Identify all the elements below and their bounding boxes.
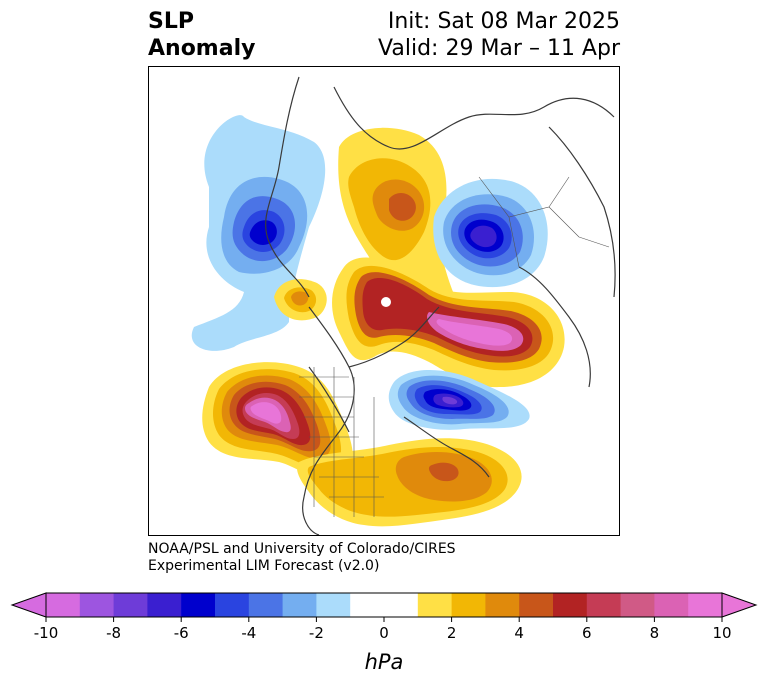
positive-anomaly-arctic bbox=[332, 257, 565, 388]
north-pole-marker bbox=[381, 297, 391, 307]
variable-title: SLP Anomaly bbox=[148, 8, 255, 62]
credit-line1: NOAA/PSL and University of Colorado/CIRE… bbox=[148, 541, 456, 557]
negative-anomaly-atlantic bbox=[388, 369, 530, 430]
colorbar-swatch bbox=[451, 593, 486, 617]
colorbar-tick-label: -2 bbox=[309, 624, 324, 642]
colorbar-swatch bbox=[46, 593, 81, 617]
colorbar-swatch bbox=[553, 593, 588, 617]
colorbar-tick-label: 8 bbox=[650, 624, 660, 642]
colorbar-swatch bbox=[688, 593, 723, 617]
credit-line2: Experimental LIM Forecast (v2.0) bbox=[148, 558, 380, 574]
valid-range: Valid: 29 Mar – 11 Apr bbox=[378, 36, 620, 61]
colorbar-unit: hPa bbox=[364, 650, 404, 674]
colorbar-swatch bbox=[350, 593, 385, 617]
colorbar-tick-label: 2 bbox=[447, 624, 457, 642]
credit-text: NOAA/PSL and University of Colorado/CIRE… bbox=[148, 541, 456, 575]
coastlines bbox=[265, 76, 616, 535]
colorbar: -10 -8 -6 -4 -2 0 2 4 6 8 10 bbox=[10, 592, 758, 642]
colorbar-swatch bbox=[620, 593, 655, 617]
variable-title-line2: Anomaly bbox=[148, 36, 256, 61]
colorbar-swatch bbox=[417, 593, 453, 617]
political-borders bbox=[299, 176, 610, 517]
colorbar-swatch bbox=[586, 593, 622, 617]
negative-anomaly-eurasia bbox=[433, 178, 548, 288]
colorbar-extend-high bbox=[721, 592, 758, 618]
colorbar-swatch bbox=[654, 593, 689, 617]
positive-anomaly-atlantic-south bbox=[297, 438, 522, 527]
positive-anomaly-westcanada bbox=[202, 362, 353, 480]
colorbar-tick-label: -4 bbox=[241, 624, 256, 642]
colorbar-swatch bbox=[519, 593, 554, 617]
colorbar-tick-label: 4 bbox=[514, 624, 524, 642]
colorbar-swatch bbox=[147, 593, 182, 617]
positive-anomaly-aleutian bbox=[274, 279, 327, 321]
colorbar-swatch bbox=[316, 593, 351, 617]
colorbar-swatch bbox=[215, 593, 250, 617]
colorbar-swatch bbox=[181, 593, 216, 617]
positive-anomaly-siberia bbox=[338, 127, 462, 331]
anomaly-map bbox=[191, 76, 616, 535]
colorbar-swatch bbox=[248, 593, 284, 617]
colorbar-tick-label: -10 bbox=[34, 624, 59, 642]
colorbar-swatch bbox=[485, 593, 520, 617]
colorbar-tick-label: -6 bbox=[174, 624, 189, 642]
colorbar-extend-low bbox=[10, 592, 47, 618]
forecast-dates: Init: Sat 08 Mar 2025 Valid: 29 Mar – 11… bbox=[378, 8, 620, 62]
colorbar-swatch bbox=[282, 593, 317, 617]
colorbar-swatch bbox=[113, 593, 148, 617]
colorbar-tick-label: 10 bbox=[712, 624, 731, 642]
init-date: Init: Sat 08 Mar 2025 bbox=[387, 9, 620, 34]
colorbar-tick-label: 6 bbox=[582, 624, 592, 642]
colorbar-swatch bbox=[79, 593, 115, 617]
colorbar-swatch bbox=[384, 593, 419, 617]
variable-title-line1: SLP bbox=[148, 9, 194, 34]
map-panel bbox=[148, 66, 620, 536]
colorbar-tick-label: -8 bbox=[106, 624, 121, 642]
colorbar-tick-label: 0 bbox=[379, 624, 389, 642]
